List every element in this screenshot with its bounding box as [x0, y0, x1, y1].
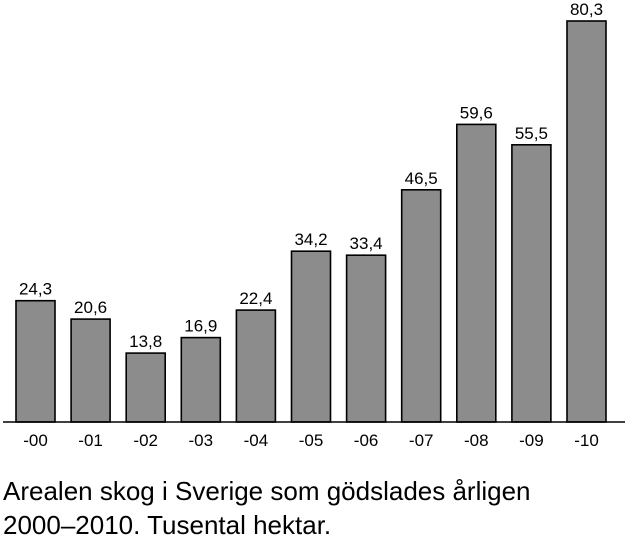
value-label-02: 13,8	[129, 332, 162, 351]
bar-02	[125, 352, 166, 423]
x-tick-label-07: -07	[409, 431, 434, 450]
bar-08	[455, 123, 497, 423]
x-tick-label-03: -03	[189, 431, 214, 450]
value-label-07: 46,5	[405, 169, 438, 188]
figure-caption: Arealen skog i Sverige som gödslades årl…	[3, 474, 629, 542]
bar-04	[235, 309, 277, 423]
bar-06	[345, 254, 387, 423]
bar-10	[566, 20, 607, 423]
value-label-01: 20,6	[74, 298, 107, 317]
x-tick-label-08: -08	[464, 431, 489, 450]
value-label-00: 24,3	[19, 280, 52, 299]
x-tick-label-05: -05	[299, 431, 324, 450]
x-tick-label-01: -01	[78, 431, 103, 450]
value-label-04: 22,4	[239, 289, 272, 308]
bar-07	[400, 189, 442, 423]
x-tick-label-06: -06	[354, 431, 379, 450]
x-tick-label-00: -00	[23, 431, 48, 450]
x-tick-label-02: -02	[133, 431, 158, 450]
x-tick-label-09: -09	[519, 431, 544, 450]
tick-label-group: -00 -01 -02 -03 -04 -05 -06 -07 -08 -09 -10	[23, 431, 599, 450]
x-tick-label-04: -04	[244, 431, 269, 450]
x-tick-label-10: -10	[574, 431, 599, 450]
value-label-09: 55,5	[515, 124, 548, 143]
value-label-03: 16,9	[184, 317, 217, 336]
bar-01	[70, 318, 111, 423]
bar-chart: 24,3 20,6 13,8 16,9 22,4 34,2 33,4 46,5 59,6 55,5…	[3, 0, 625, 450]
caption-line-1: Arealen skog i Sverige som gödslades årl…	[3, 476, 531, 506]
bar-09	[511, 144, 552, 423]
bar-05	[290, 250, 332, 423]
value-label-10: 80,3	[570, 0, 603, 19]
value-label-group: 24,3 20,6 13,8 16,9 22,4 34,2 33,4 46,5 59,6 55,5…	[19, 0, 603, 351]
value-label-06: 33,4	[350, 234, 383, 253]
bar-group	[15, 20, 607, 423]
caption-line-2: 2000–2010. Tusental hektar.	[3, 510, 332, 540]
bar-03	[180, 336, 222, 423]
value-label-05: 34,2	[294, 230, 327, 249]
bar-00	[15, 299, 56, 423]
value-label-08: 59,6	[460, 103, 493, 122]
